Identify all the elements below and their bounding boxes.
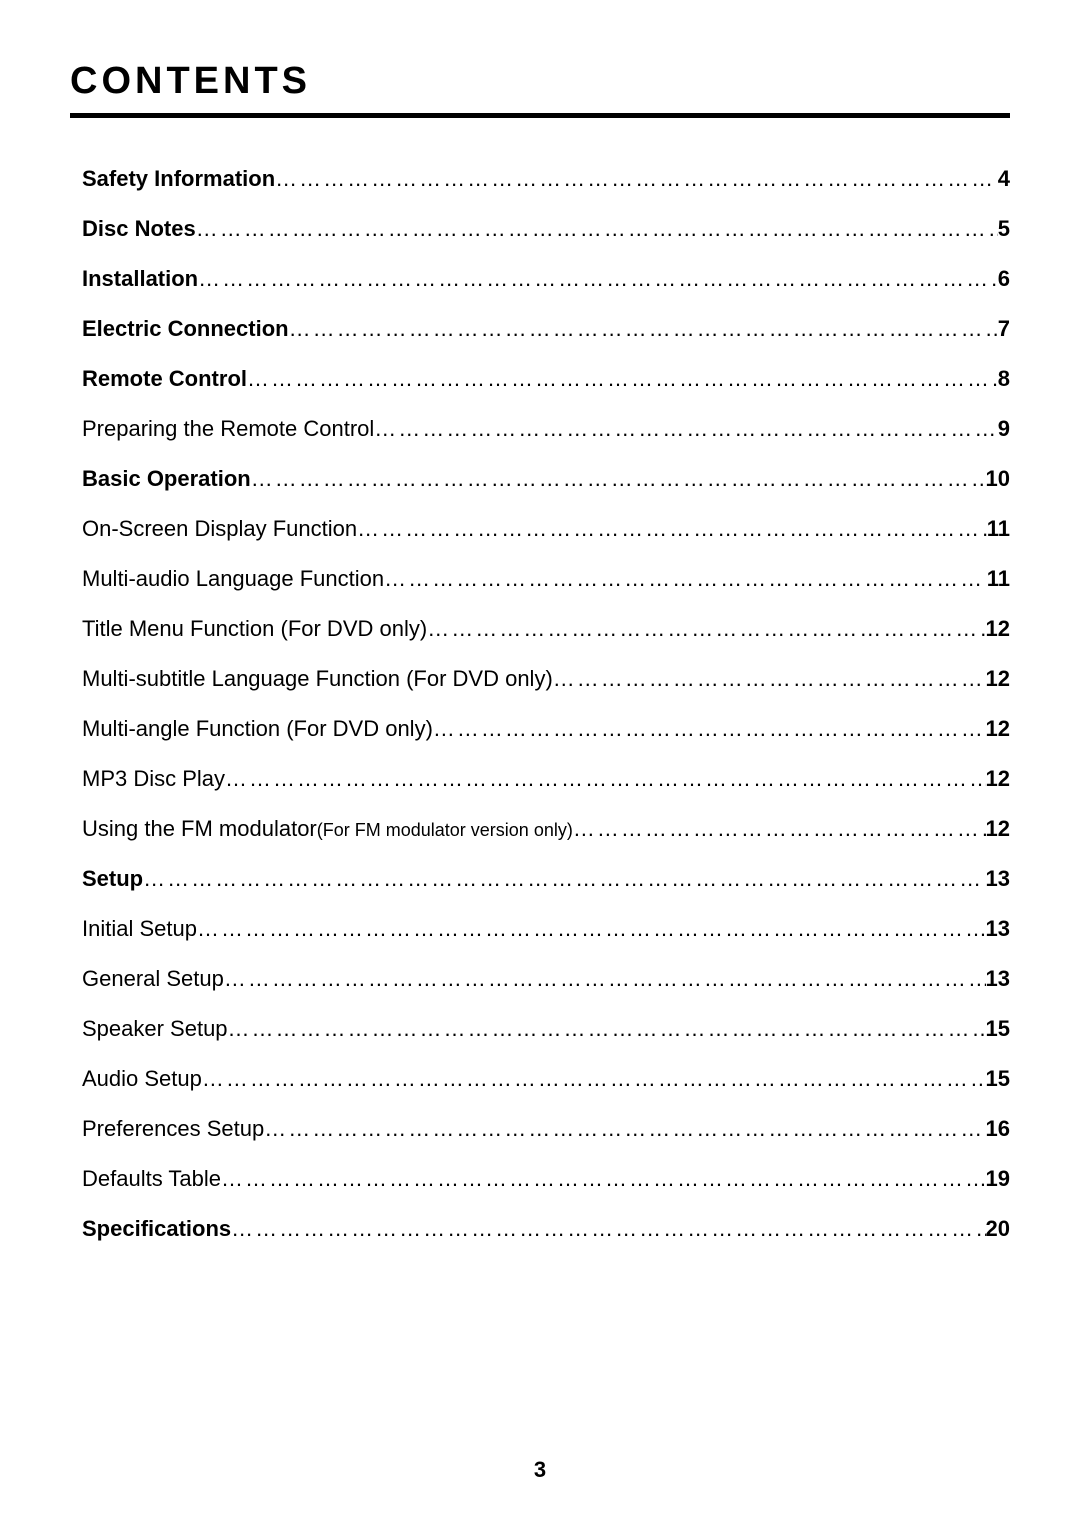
toc-entry-page: 10 bbox=[986, 466, 1010, 492]
toc-entry-title: General Setup bbox=[82, 966, 224, 992]
toc-entry: Electric Connection………………………………………………………… bbox=[82, 316, 1010, 342]
toc-entry: Speaker Setup………………………………………………………………………… bbox=[82, 1016, 1010, 1042]
toc-entry-title: Remote Control bbox=[82, 366, 247, 392]
toc-entry-page: 9 bbox=[998, 416, 1010, 442]
toc-entry: Initial Setup………………………………………………………………………… bbox=[82, 916, 1010, 942]
toc-entry-page: 12 bbox=[986, 616, 1010, 642]
toc-entry-title: Multi-angle Function (For DVD only) bbox=[82, 716, 433, 742]
toc-entry-title: Setup bbox=[82, 866, 143, 892]
toc-entry-title: Multi-audio Language Function bbox=[82, 566, 384, 592]
toc-entry-title: On-Screen Display Function bbox=[82, 516, 357, 542]
page-number: 3 bbox=[0, 1457, 1080, 1483]
title-underline bbox=[70, 113, 1010, 118]
toc-entry: Remote Control……………………………………………………………………… bbox=[82, 366, 1010, 392]
toc-entry-page: 16 bbox=[986, 1116, 1010, 1142]
toc-entry-page: 5 bbox=[998, 216, 1010, 242]
toc-entry: Setup……………………………………………………………………………………………… bbox=[82, 866, 1010, 892]
toc-entry-leader: …………………………………………………………………………………………………………… bbox=[264, 1116, 985, 1142]
toc-entry-title: Initial Setup bbox=[82, 916, 197, 942]
toc-entry-leader: …………………………………………………………………………………………………………… bbox=[357, 516, 987, 542]
toc-entry: Defaults Table……………………………………………………………………… bbox=[82, 1166, 1010, 1192]
toc-entry-leader: …………………………………………………………………………………………………………… bbox=[553, 666, 986, 692]
toc-entry: Preparing the Remote Control………………………………… bbox=[82, 416, 1010, 442]
toc-entry: Specifications……………………………………………………………………… bbox=[82, 1216, 1010, 1242]
toc-entry-page: 15 bbox=[986, 1066, 1010, 1092]
toc-entry-subnote: (For FM modulator version only) bbox=[317, 820, 573, 841]
toc-entry-leader: …………………………………………………………………………………………………………… bbox=[225, 766, 985, 792]
toc-entry-title: Multi-subtitle Language Function (For DV… bbox=[82, 666, 553, 692]
toc-entry-leader: …………………………………………………………………………………………………………… bbox=[221, 1166, 986, 1192]
toc-entry-leader: …………………………………………………………………………………………………………… bbox=[384, 566, 987, 592]
toc-entry: Title Menu Function (For DVD only)………………… bbox=[82, 616, 1010, 642]
toc-entry-leader: …………………………………………………………………………………………………………… bbox=[231, 1216, 985, 1242]
toc-entry-leader: …………………………………………………………………………………………………………… bbox=[198, 266, 998, 292]
toc-entry-leader: …………………………………………………………………………………………………………… bbox=[433, 716, 986, 742]
toc-entry-page: 20 bbox=[986, 1216, 1010, 1242]
toc-entry: Multi-audio Language Function……………………………… bbox=[82, 566, 1010, 592]
toc-entry-title: Installation bbox=[82, 266, 198, 292]
toc-entry-page: 7 bbox=[998, 316, 1010, 342]
toc-entry-title: MP3 Disc Play bbox=[82, 766, 225, 792]
page-title: CONTENTS bbox=[70, 60, 1010, 103]
toc-entry-title: Speaker Setup bbox=[82, 1016, 228, 1042]
toc-entry-page: 4 bbox=[998, 166, 1010, 192]
toc-entry-title: Preferences Setup bbox=[82, 1116, 264, 1142]
toc-entry-page: 13 bbox=[986, 866, 1010, 892]
toc-container: Safety Information…………………………………………………………… bbox=[70, 166, 1010, 1242]
toc-entry-title: Defaults Table bbox=[82, 1166, 221, 1192]
toc-entry-page: 6 bbox=[998, 266, 1010, 292]
toc-entry: Multi-angle Function (For DVD only)……………… bbox=[82, 716, 1010, 742]
toc-entry-title: Electric Connection bbox=[82, 316, 289, 342]
toc-entry-page: 11 bbox=[987, 516, 1010, 542]
toc-entry-title: Title Menu Function (For DVD only) bbox=[82, 616, 427, 642]
toc-entry-leader: …………………………………………………………………………………………………………… bbox=[224, 966, 986, 992]
toc-entry-leader: …………………………………………………………………………………………………………… bbox=[196, 216, 998, 242]
toc-entry: General Setup………………………………………………………………………… bbox=[82, 966, 1010, 992]
toc-entry: Disc Notes………………………………………………………………………………… bbox=[82, 216, 1010, 242]
toc-entry-title: Using the FM modulator bbox=[82, 816, 317, 842]
toc-entry-leader: …………………………………………………………………………………………………………… bbox=[427, 616, 985, 642]
toc-entry-leader: …………………………………………………………………………………………………………… bbox=[573, 816, 986, 842]
toc-entry-page: 11 bbox=[987, 566, 1010, 592]
toc-entry-leader: …………………………………………………………………………………………………………… bbox=[202, 1066, 986, 1092]
toc-entry: MP3 Disc Play………………………………………………………………………… bbox=[82, 766, 1010, 792]
toc-entry: Safety Information…………………………………………………………… bbox=[82, 166, 1010, 192]
toc-entry: Multi-subtitle Language Function (For DV… bbox=[82, 666, 1010, 692]
toc-entry-leader: …………………………………………………………………………………………………………… bbox=[374, 416, 997, 442]
toc-entry: On-Screen Display Function……………………………………… bbox=[82, 516, 1010, 542]
toc-entry: Basic Operation…………………………………………………………………… bbox=[82, 466, 1010, 492]
toc-entry-page: 12 bbox=[986, 816, 1010, 842]
toc-entry-leader: …………………………………………………………………………………………………………… bbox=[247, 366, 998, 392]
toc-entry-title: Specifications bbox=[82, 1216, 231, 1242]
toc-entry: Installation…………………………………………………………………………… bbox=[82, 266, 1010, 292]
toc-entry: Audio Setup……………………………………………………………………………… bbox=[82, 1066, 1010, 1092]
toc-entry-leader: …………………………………………………………………………………………………………… bbox=[251, 466, 986, 492]
toc-entry-title: Basic Operation bbox=[82, 466, 251, 492]
toc-entry-page: 19 bbox=[986, 1166, 1010, 1192]
toc-entry-title: Safety Information bbox=[82, 166, 275, 192]
toc-entry-title: Preparing the Remote Control bbox=[82, 416, 374, 442]
toc-entry-page: 8 bbox=[998, 366, 1010, 392]
toc-entry-page: 12 bbox=[986, 716, 1010, 742]
toc-entry-page: 15 bbox=[986, 1016, 1010, 1042]
toc-entry-page: 13 bbox=[986, 966, 1010, 992]
toc-entry-page: 12 bbox=[986, 766, 1010, 792]
toc-entry-leader: …………………………………………………………………………………………………………… bbox=[228, 1016, 986, 1042]
toc-entry-leader: …………………………………………………………………………………………………………… bbox=[289, 316, 998, 342]
toc-entry: Preferences Setup……………………………………………………………… bbox=[82, 1116, 1010, 1142]
toc-entry-leader: …………………………………………………………………………………………………………… bbox=[275, 166, 998, 192]
toc-entry-title: Audio Setup bbox=[82, 1066, 202, 1092]
toc-entry-page: 13 bbox=[986, 916, 1010, 942]
toc-entry-leader: …………………………………………………………………………………………………………… bbox=[197, 916, 986, 942]
toc-entry: Using the FM modulator(For FM modulator … bbox=[82, 816, 1010, 842]
toc-entry-page: 12 bbox=[986, 666, 1010, 692]
toc-entry-title: Disc Notes bbox=[82, 216, 196, 242]
toc-entry-leader: …………………………………………………………………………………………………………… bbox=[143, 866, 985, 892]
